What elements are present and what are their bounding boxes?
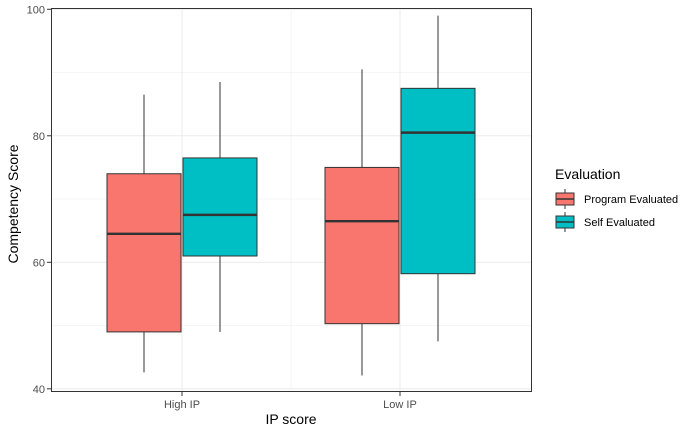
legend-item: Self Evaluated [555, 212, 655, 232]
x-axis-ticks: High IP Low IP [164, 392, 417, 411]
box-program-evaluated [324, 69, 400, 376]
y-tick-label: 40 [33, 384, 45, 396]
y-axis-title: Competency Score [5, 144, 21, 263]
y-tick-label: 100 [27, 4, 45, 16]
x-tick-label: Low IP [383, 399, 417, 411]
y-tick-label: 80 [33, 131, 45, 143]
legend: Evaluation Program Evaluated Self Evaluat… [555, 166, 678, 232]
box-iqr [324, 166, 400, 325]
box-series [106, 15, 476, 376]
legend-label: Self Evaluated [584, 217, 655, 229]
x-tick-label: High IP [164, 399, 200, 411]
legend-label: Program Evaluated [584, 194, 678, 206]
y-tick-label: 60 [33, 257, 45, 269]
legend-item: Program Evaluated [555, 189, 678, 209]
legend-title: Evaluation [555, 166, 620, 182]
box-program-evaluated [106, 94, 182, 373]
box-self-evaluated [182, 82, 258, 332]
box-iqr [182, 157, 258, 257]
y-axis-ticks: 40 60 80 100 [27, 4, 51, 396]
box-iqr [400, 87, 476, 275]
x-axis-title: IP score [265, 411, 316, 427]
box-iqr [106, 173, 182, 333]
box-self-evaluated [400, 15, 476, 342]
plot-border [51, 8, 532, 392]
